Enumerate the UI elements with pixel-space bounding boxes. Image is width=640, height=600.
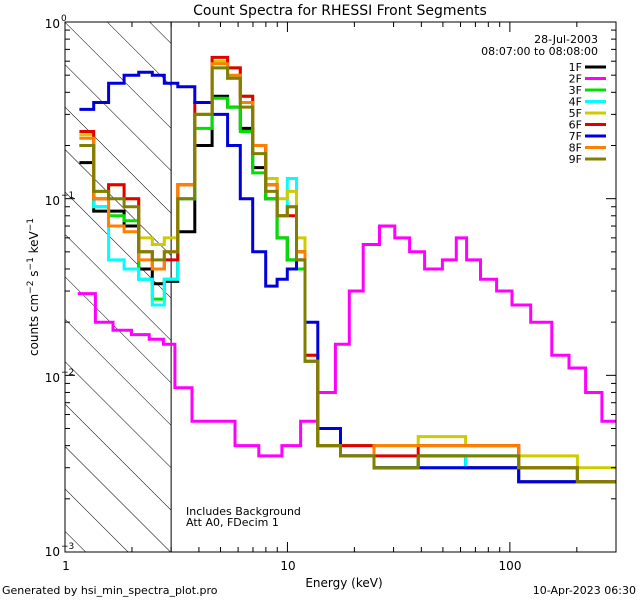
y-tick-label-4: 10 <box>45 545 60 559</box>
axis-ticks <box>64 22 617 553</box>
background-note: Includes Background <box>186 505 301 518</box>
x-axis-label: Energy (keV) <box>305 576 382 590</box>
x-tick-labels: 1 10 100 <box>62 559 521 573</box>
series-layer <box>77 55 616 484</box>
y-axis-label: counts cm−2 s−1 keV−1 <box>26 218 41 356</box>
series-9F-line <box>79 66 616 484</box>
y-tick-label-exp-1: 0 <box>61 14 67 24</box>
legend-label-3F: 3F <box>569 84 582 97</box>
hatched-region <box>65 22 172 552</box>
attenuator-note: Att A0, FDecim 1 <box>186 516 279 529</box>
y-tick-label-2: 10 <box>45 194 60 208</box>
date-annotation: 28-Jul-2003 <box>534 33 598 46</box>
x-tick-label-100: 100 <box>499 559 522 573</box>
y-tick-label-exp-4: −3 <box>61 542 74 552</box>
legend-label-6F: 6F <box>569 119 582 132</box>
footer-timestamp: 10-Apr-2023 06:30 <box>533 584 636 597</box>
legend-label-5F: 5F <box>569 107 582 120</box>
legend-label-4F: 4F <box>569 96 582 109</box>
y-tick-label-1: 10 <box>45 17 60 31</box>
y-tick-labels: 10 0 10 −1 10 −2 10 −3 <box>45 14 75 559</box>
series-2F-line <box>77 224 616 458</box>
y-tick-label-3: 10 <box>45 371 60 385</box>
legend-label-8F: 8F <box>569 142 582 155</box>
x-tick-label-10: 10 <box>280 559 295 573</box>
y-tick-label-exp-2: −1 <box>61 191 74 201</box>
x-tick-label-1: 1 <box>62 559 70 573</box>
chart-title: Count Spectra for RHESSI Front Segments <box>193 3 487 19</box>
y-tick-label-exp-3: −2 <box>61 368 74 378</box>
plot-frame <box>64 21 617 553</box>
time-range-annotation: 08:07:00 to 08:08:00 <box>481 45 598 58</box>
legend-label-7F: 7F <box>569 130 582 143</box>
footer-generated-by: Generated by hsi_min_spectra_plot.pro <box>2 584 218 597</box>
legend-label-1F: 1F <box>569 61 582 74</box>
legend-label-2F: 2F <box>569 73 582 86</box>
legend-label-9F: 9F <box>569 153 582 166</box>
